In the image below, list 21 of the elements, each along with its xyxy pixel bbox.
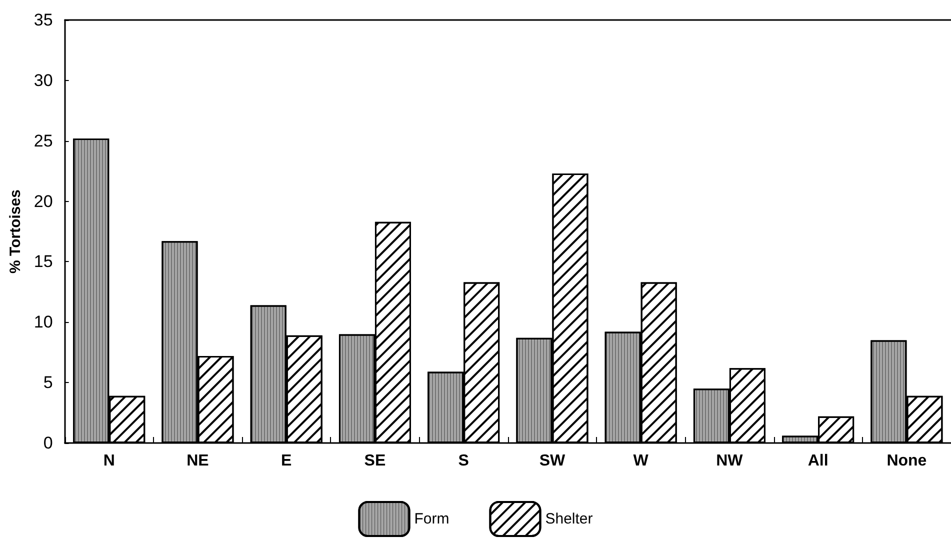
x-tick-label: S xyxy=(458,452,470,470)
x-tick-label: E xyxy=(281,452,292,470)
y-tick-label: 35 xyxy=(34,10,53,30)
legend-label: Shelter xyxy=(545,510,593,528)
y-tick-label: 15 xyxy=(34,252,53,272)
y-tick-label: 25 xyxy=(34,131,53,150)
y-tick-label: 10 xyxy=(34,312,53,332)
x-tick-label: None xyxy=(886,452,927,470)
y-tick-label: 5 xyxy=(43,373,53,392)
x-tick-label: N xyxy=(103,452,115,470)
y-tick-label: 20 xyxy=(34,192,53,211)
x-tick-label: SW xyxy=(539,452,566,470)
y-tick-label: 30 xyxy=(34,70,53,90)
x-tick-label: NW xyxy=(716,452,744,470)
y-tick-label: 0 xyxy=(43,434,53,452)
x-tick-label: W xyxy=(633,452,650,470)
x-tick-label: NE xyxy=(186,452,210,470)
y-axis-title: % Tortoises xyxy=(7,190,24,274)
legend-label: Form xyxy=(414,510,450,528)
x-tick-label: SE xyxy=(364,452,386,470)
x-tick-label: All xyxy=(808,452,828,470)
